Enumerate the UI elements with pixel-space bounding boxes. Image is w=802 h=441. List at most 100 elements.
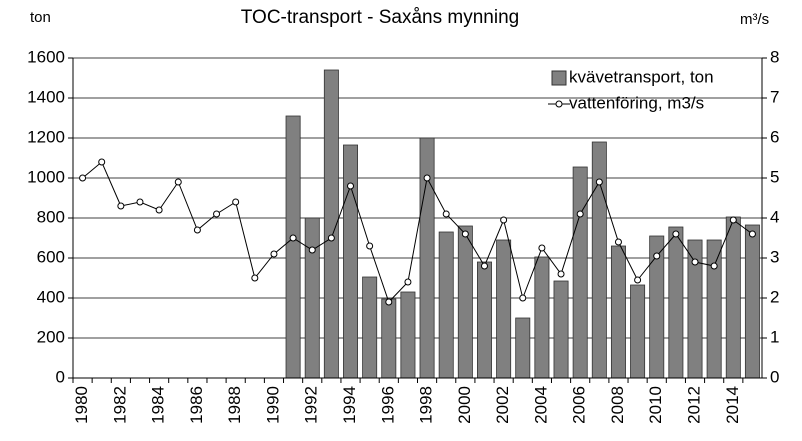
y-tick-label: 0 <box>56 367 65 386</box>
x-tick-label: 2012 <box>684 386 703 424</box>
legend-label: vattenföring, m3/s <box>569 93 704 112</box>
bar <box>610 245 626 379</box>
bar <box>630 284 646 379</box>
point <box>98 158 106 166</box>
x-tick-label: 1986 <box>187 386 206 424</box>
y2-tick-label: 7 <box>770 87 779 106</box>
bar <box>744 224 760 379</box>
y-tick-label: 1400 <box>27 87 65 106</box>
x-tick-label: 1988 <box>225 386 244 424</box>
x-tick-label: 2004 <box>531 386 550 424</box>
y2-tick-label: 6 <box>770 127 779 146</box>
legend-swatch <box>551 70 567 86</box>
point <box>270 250 278 258</box>
bar <box>419 137 435 379</box>
point <box>232 198 240 206</box>
bar <box>343 144 358 379</box>
point <box>480 262 488 270</box>
point <box>251 274 259 282</box>
point <box>308 246 316 254</box>
bar <box>534 256 550 379</box>
point <box>442 210 450 218</box>
x-tick-label: 2014 <box>723 386 742 424</box>
y-tick-label: 200 <box>37 327 65 346</box>
line <box>82 161 753 303</box>
point <box>404 278 412 286</box>
y2-tick-label: 1 <box>770 327 779 346</box>
point <box>710 262 718 270</box>
point <box>634 276 642 284</box>
point <box>117 202 125 210</box>
bar <box>362 276 378 379</box>
x-tick-label: 1990 <box>263 386 282 424</box>
point <box>213 210 221 218</box>
point <box>289 234 297 242</box>
point <box>327 234 335 242</box>
y2-tick-label: 5 <box>770 167 779 186</box>
point <box>366 242 374 250</box>
x-tick-label: 1996 <box>378 386 397 424</box>
bar <box>304 217 320 379</box>
point <box>557 270 565 278</box>
bar <box>496 239 512 379</box>
legend-swatch <box>555 100 563 108</box>
point <box>748 230 756 238</box>
x-tick-label: 2008 <box>608 386 627 424</box>
chart-title: TOC-transport - Saxåns mynning <box>241 7 519 28</box>
bar <box>725 216 741 379</box>
y-tick-label: 800 <box>37 207 65 226</box>
point <box>193 226 201 234</box>
point <box>423 174 431 182</box>
point <box>79 174 87 182</box>
x-tick-label: 2000 <box>455 386 474 424</box>
y2-tick-label: 2 <box>770 287 779 306</box>
x-tick-label: 1994 <box>340 386 359 424</box>
legend-label: kvävetransport, ton <box>569 67 714 86</box>
bar <box>668 226 684 379</box>
x-tick-label: 1998 <box>417 386 436 424</box>
point <box>576 210 584 218</box>
y-tick-label: 1000 <box>27 167 65 186</box>
bar <box>706 239 722 379</box>
y2-tick-label: 8 <box>770 47 779 66</box>
y2-tick-label: 4 <box>770 207 779 226</box>
point <box>461 230 469 238</box>
point <box>519 294 527 302</box>
point <box>347 182 355 190</box>
y-axis-label: ton <box>30 9 51 26</box>
bar <box>457 225 473 379</box>
y2-tick-label: 3 <box>770 247 779 266</box>
bar <box>285 115 301 379</box>
point <box>136 198 144 206</box>
bar <box>400 291 416 379</box>
bar <box>591 141 607 379</box>
bar <box>553 280 569 379</box>
x-tick-label: 2010 <box>646 386 665 424</box>
x-tick-label: 2006 <box>570 386 589 424</box>
point <box>500 216 508 224</box>
x-tick-label: 1980 <box>72 386 91 424</box>
point <box>385 298 393 306</box>
y-tick-label: 600 <box>37 247 65 266</box>
bar <box>572 166 588 379</box>
point <box>653 252 661 260</box>
bar <box>438 231 454 379</box>
y-tick-label: 1200 <box>27 127 65 146</box>
point <box>595 178 603 186</box>
point <box>691 258 699 266</box>
x-tick-label: 1984 <box>149 386 168 424</box>
point <box>174 178 182 186</box>
x-tick-label: 1982 <box>110 386 129 424</box>
point <box>729 216 737 224</box>
point <box>614 238 622 246</box>
bar <box>381 298 397 379</box>
y2-tick-label: 0 <box>770 367 779 386</box>
bar <box>477 261 492 379</box>
y2-axis-label: m³/s <box>740 11 769 28</box>
bar <box>515 317 531 379</box>
x-tick-label: 2002 <box>493 386 512 424</box>
y-tick-label: 1600 <box>27 47 65 66</box>
point <box>672 230 680 238</box>
x-tick-label: 1992 <box>302 386 321 424</box>
